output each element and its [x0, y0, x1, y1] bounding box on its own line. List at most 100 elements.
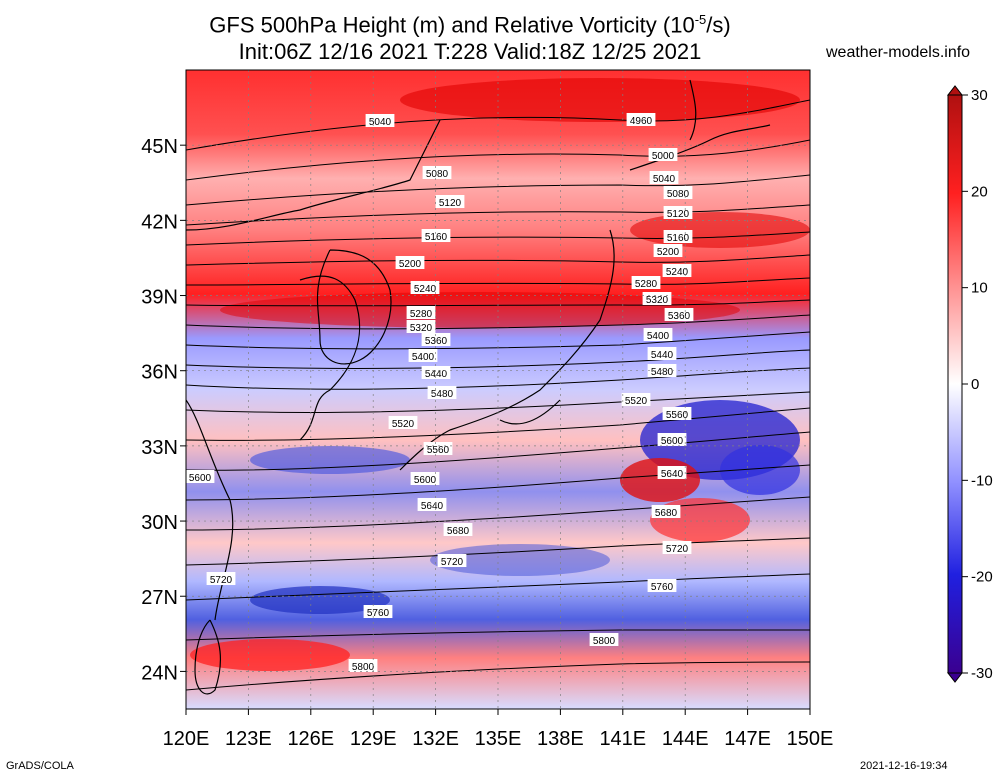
- contour-label: 5520: [625, 396, 648, 407]
- footer-credit: GrADS/COLA: [6, 760, 74, 772]
- lat-tick-label: 30N: [141, 512, 178, 534]
- contour-label-bg: [664, 308, 694, 321]
- contour-label: 5120: [439, 198, 462, 209]
- contour-label-bg: [185, 470, 215, 483]
- contour-label: 5480: [431, 389, 454, 400]
- height-contours: [186, 99, 810, 691]
- lat-tick-label: 45N: [141, 136, 178, 158]
- contour-label: 5600: [189, 473, 212, 484]
- title-exponent: -5: [694, 12, 707, 27]
- contour-label-bg: [651, 505, 681, 518]
- contour-label: 5320: [646, 295, 669, 306]
- contour-label: 5720: [441, 557, 464, 568]
- colorbar-label: 10: [971, 280, 988, 297]
- contour-label-bg: [657, 466, 687, 479]
- lat-tick-label: 33N: [141, 437, 178, 459]
- contour-label-bg: [417, 498, 447, 511]
- colorbar-label: 20: [971, 183, 988, 200]
- lon-tick-label: 144E: [662, 728, 709, 750]
- coast-sakhalin: [689, 79, 697, 141]
- lon-axis: 120E 123E 126E 129E 132E 135E 138E 141E 144E 147E…: [163, 709, 833, 750]
- chart-title: GFS 500hPa Height (m) and Relative Vorti…: [120, 8, 820, 37]
- colorbar-label: 30: [971, 87, 988, 104]
- contour-labels: 5040 4960 5000 5040 5080 5080 5120 5120 5160 5160…: [185, 113, 694, 673]
- contour-label: 5640: [421, 501, 444, 512]
- contour-label: 5720: [666, 544, 689, 555]
- contour-label-bg: [206, 572, 236, 585]
- contour-label: 5280: [410, 309, 433, 320]
- coast-korea-peninsula: [316, 249, 392, 365]
- lon-tick-label: 129E: [350, 728, 397, 750]
- contour-label-bg: [422, 166, 452, 179]
- lon-tick-label: 135E: [475, 728, 522, 750]
- contour-label: 5320: [410, 323, 433, 334]
- contour-label-bg: [653, 244, 683, 257]
- contour-label-bg: [631, 276, 661, 289]
- contour-label-bg: [648, 148, 678, 161]
- colorbar-bottom-arrow: [946, 672, 964, 683]
- contour-label-bg: [649, 171, 679, 184]
- contour-label: 5400: [647, 331, 670, 342]
- footer-timestamp: 2021-12-16-19:34: [860, 760, 948, 772]
- contour-label: 5080: [667, 189, 690, 200]
- lon-tick-label: 126E: [287, 728, 334, 750]
- contour-label: 5440: [425, 369, 448, 380]
- contour-label-bg: [657, 433, 687, 446]
- contour-label-bg: [443, 523, 473, 536]
- contour-label-bg: [621, 393, 651, 406]
- lon-tick-label: 138E: [537, 728, 584, 750]
- contour-label: 5480: [651, 367, 674, 378]
- contour-label-bg: [647, 347, 677, 360]
- colorbar-label: 0: [971, 376, 979, 393]
- contour-label: 5080: [426, 169, 449, 180]
- lat-axis: 45N 42N 39N 36N 33N 30N 27N 24N: [141, 136, 186, 684]
- contour-label: 4960: [630, 116, 653, 127]
- contour-label: 5240: [414, 284, 437, 295]
- colorbar-top-arrow: [946, 85, 964, 96]
- contour-label-bg: [427, 386, 457, 399]
- contour-label-bg: [395, 256, 425, 269]
- contour-label-bg: [647, 579, 677, 592]
- contour-label: 5600: [661, 436, 684, 447]
- contour-label: 5160: [667, 233, 690, 244]
- contour-label-bg: [421, 229, 451, 242]
- contour-label: 5680: [447, 526, 470, 537]
- contour-label-bg: [643, 328, 673, 341]
- title-units: /s): [706, 12, 731, 38]
- contour-label-bg: [435, 195, 465, 208]
- contour-label: 5760: [367, 608, 390, 619]
- contour-label: 5120: [667, 209, 690, 220]
- contour-label: 5200: [657, 247, 680, 258]
- contour-label: 5360: [425, 336, 448, 347]
- contour-label-bg: [363, 605, 393, 618]
- colorbar-label: -30: [971, 665, 993, 682]
- contour-label-bg: [348, 659, 378, 672]
- contour-label: 5400: [412, 352, 435, 363]
- chart-subtitle: Init:06Z 12/16 2021 T:228 Valid:18Z 12/2…: [238, 39, 702, 64]
- contour-label: 5560: [666, 410, 689, 421]
- contour-label-bg: [421, 333, 451, 346]
- contour-label-bg: [406, 320, 436, 333]
- colorbar: 30 20 10 0 -10 -20 -30: [946, 85, 993, 683]
- lon-tick-label: 147E: [724, 728, 771, 750]
- contour-label-bg: [437, 554, 467, 567]
- contour-label: 5760: [651, 582, 674, 593]
- coast-taiwan: [194, 619, 221, 695]
- contour-label: 5240: [666, 267, 689, 278]
- contour-label-bg: [589, 633, 619, 646]
- contour-label-bg: [406, 306, 436, 319]
- contour-label: 5640: [661, 469, 684, 480]
- contour-label: 5160: [425, 232, 448, 243]
- lat-tick-label: 39N: [141, 287, 178, 309]
- lon-tick-label: 120E: [163, 728, 210, 750]
- contour-label: 5560: [427, 445, 450, 456]
- website-label: weather-models.info: [826, 44, 971, 61]
- lon-tick-label: 141E: [599, 728, 646, 750]
- contour-label: 5280: [635, 279, 658, 290]
- contour-label: 5040: [369, 117, 392, 128]
- contour-label-bg: [663, 186, 693, 199]
- colorbar-label: -10: [971, 472, 993, 489]
- gridlines: [186, 70, 810, 709]
- contour-label-bg: [408, 349, 438, 362]
- lat-tick-label: 42N: [141, 211, 178, 233]
